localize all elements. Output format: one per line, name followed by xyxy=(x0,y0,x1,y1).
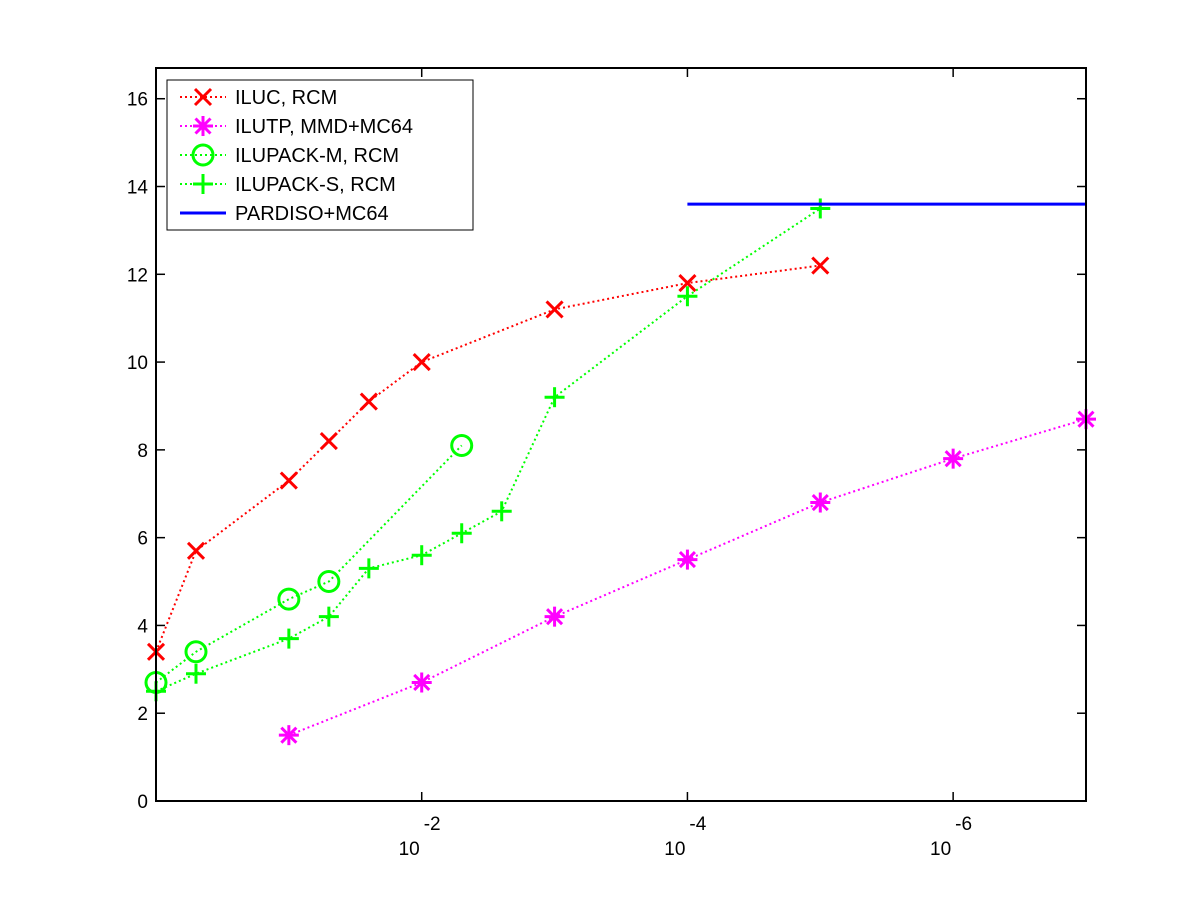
data-point-ilutp-mmd-mc64 xyxy=(411,672,432,693)
data-point-ilupack-s-rcm xyxy=(451,523,472,544)
data-point-ilutp-mmd-mc64 xyxy=(278,725,299,746)
data-point-ilupack-m-rcm xyxy=(317,570,341,594)
legend-label: ILUTP, MMD+MC64 xyxy=(235,116,413,138)
data-point-ilupack-s-rcm xyxy=(358,558,379,579)
legend-label: PARDISO+MC64 xyxy=(235,203,389,225)
data-point-ilutp-mmd-mc64 xyxy=(943,448,964,469)
y-tick-label: 8 xyxy=(137,441,148,462)
legend-marker xyxy=(193,87,213,107)
legend: ILUC, RCM ILUTP, MMD+MC64 ILUPACK-M, RCM IL… xyxy=(166,79,474,231)
axes-box xyxy=(155,67,1087,802)
legend-entry-ilupack-m-rcm: ILUPACK-M, RCM xyxy=(180,143,399,167)
y-tick-label: 6 xyxy=(137,529,148,550)
data-point-ilutp-mmd-mc64 xyxy=(677,549,698,570)
x-tick-label-exponent: -6 xyxy=(955,814,972,835)
data-point-iluc-rcm xyxy=(545,300,564,319)
data-point-iluc-rcm xyxy=(279,471,298,490)
x-tick-label-base: 10 xyxy=(399,839,420,860)
legend-label: ILUPACK-M, RCM xyxy=(235,145,399,167)
y-tick-label: 2 xyxy=(137,704,148,725)
data-point-ilupack-s-rcm xyxy=(677,286,698,307)
legend-entry-pardiso-mc64: PARDISO+MC64 xyxy=(180,203,389,225)
data-point-ilupack-s-rcm xyxy=(411,545,432,566)
legend-marker xyxy=(191,143,215,167)
x-tick-label-exponent: -2 xyxy=(424,814,441,835)
y-tick-label: 0 xyxy=(137,792,148,813)
legend-label: ILUC, RCM xyxy=(235,87,337,109)
legend-entry-ilupack-s-rcm: ILUPACK-S, RCM xyxy=(180,174,396,196)
legend-entry-ilutp-mmd-mc64: ILUTP, MMD+MC64 xyxy=(180,116,413,138)
data-point-ilupack-s-rcm xyxy=(544,387,565,408)
series-iluc-rcm xyxy=(146,256,830,661)
data-point-iluc-rcm xyxy=(319,432,338,451)
x-tick-label-exponent: -4 xyxy=(689,814,706,835)
legend-marker xyxy=(193,116,213,136)
y-tick-label: 4 xyxy=(137,616,148,637)
data-point-iluc-rcm xyxy=(186,541,206,560)
y-tick-label: 10 xyxy=(127,353,148,374)
data-point-iluc-rcm xyxy=(359,392,378,411)
data-point-ilupack-s-rcm xyxy=(318,606,339,627)
x-tick-label-base: 10 xyxy=(664,839,685,860)
data-point-ilupack-s-rcm xyxy=(491,501,512,522)
data-point-iluc-rcm xyxy=(678,274,697,293)
y-tick-label: 14 xyxy=(127,178,149,199)
legend-box xyxy=(166,79,474,231)
data-point-ilupack-m-rcm xyxy=(277,587,301,611)
data-point-ilupack-m-rcm xyxy=(450,433,474,457)
series-layer xyxy=(144,198,1096,746)
data-point-iluc-rcm xyxy=(811,256,830,275)
legend-entry-iluc-rcm: ILUC, RCM xyxy=(180,87,337,109)
y-tick-label: 12 xyxy=(127,265,148,286)
data-point-iluc-rcm xyxy=(412,353,431,372)
data-point-ilupack-s-rcm xyxy=(185,663,206,684)
series-line-iluc-rcm xyxy=(155,264,821,653)
y-tick-label: 16 xyxy=(127,90,148,111)
x-tick-label-base: 10 xyxy=(930,839,951,860)
legend-marker xyxy=(193,174,213,194)
data-point-ilupack-m-rcm xyxy=(184,640,208,664)
data-point-ilutp-mmd-mc64 xyxy=(810,492,831,513)
data-point-ilutp-mmd-mc64 xyxy=(544,606,565,627)
legend-label: ILUPACK-S, RCM xyxy=(235,174,396,196)
data-point-ilupack-s-rcm xyxy=(278,628,299,649)
data-point-ilupack-s-rcm xyxy=(810,198,831,219)
